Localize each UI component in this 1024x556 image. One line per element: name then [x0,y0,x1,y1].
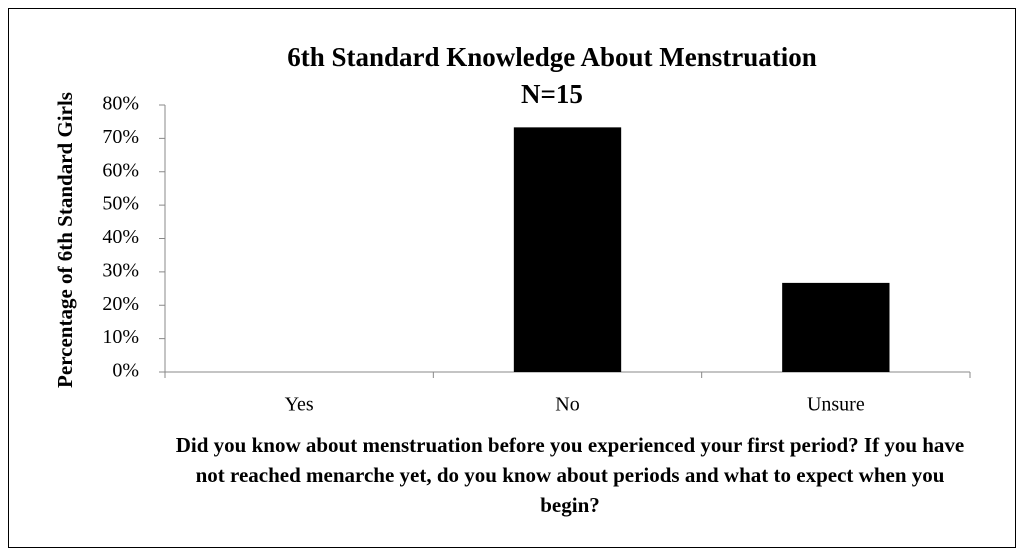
y-tick-label: 70% [102,126,139,148]
chart-border [8,8,1016,548]
y-tick-label: 50% [102,193,139,215]
chart-subtitle: N=15 [521,79,583,109]
x-tick-label: Yes [285,394,314,416]
y-tick-label: 20% [102,293,139,315]
y-tick-label: 80% [102,93,139,115]
x-tick-label: Unsure [807,394,865,416]
x-axis-label: Did you know about menstruation before y… [175,433,965,517]
bar [782,282,890,372]
bar [513,127,622,372]
x-tick-label: No [555,394,579,416]
y-tick-label: 30% [102,259,139,281]
y-axis-label: Percentage of 6th Standard Girls [53,92,77,388]
chart-title: 6th Standard Knowledge About Menstruatio… [287,42,817,72]
y-tick-label: 40% [102,226,139,248]
y-tick-label: 60% [102,159,139,181]
y-tick-label: 0% [112,360,139,382]
y-tick-label: 10% [102,326,139,348]
